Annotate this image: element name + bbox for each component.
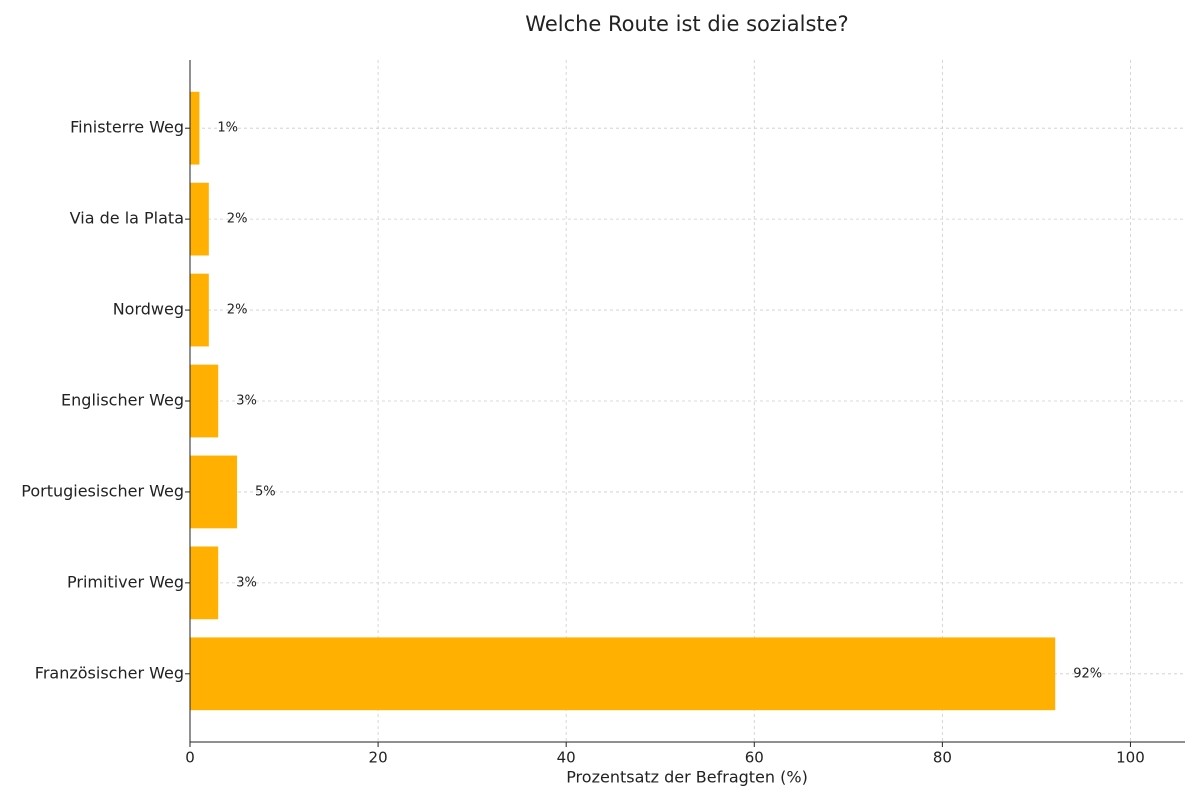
- chart-title: Welche Route ist die sozialste?: [525, 12, 848, 36]
- x-tick-label: 80: [933, 749, 952, 767]
- y-tick-label: Portugiesischer Weg: [21, 481, 184, 500]
- x-tick-label: 20: [369, 749, 388, 767]
- bar: [190, 546, 219, 620]
- y-tick-label: Primitiver Weg: [67, 572, 184, 591]
- value-label: 92%: [1073, 666, 1102, 681]
- bar: [190, 364, 219, 438]
- bar: [190, 182, 209, 256]
- y-tick-label: Via de la Plata: [70, 209, 184, 228]
- y-tick-label: Nordweg: [113, 300, 184, 319]
- value-label: 2%: [227, 303, 248, 318]
- value-label: 3%: [236, 394, 257, 409]
- y-tick-label: Englischer Weg: [61, 391, 184, 410]
- bar: [190, 637, 1056, 711]
- x-tick-label: 40: [557, 749, 576, 767]
- x-tick-label: 100: [1116, 749, 1145, 767]
- value-label: 3%: [236, 575, 257, 590]
- value-label: 5%: [255, 484, 276, 499]
- x-tick-label: 0: [185, 749, 195, 767]
- value-label: 1%: [217, 121, 238, 136]
- x-axis-label: Prozentsatz der Befragten (%): [566, 768, 808, 787]
- bar: [190, 91, 200, 165]
- value-label: 2%: [227, 212, 248, 227]
- bar: [190, 455, 238, 529]
- x-tick-label: 60: [745, 749, 764, 767]
- y-tick-label: Finisterre Weg: [70, 118, 184, 137]
- bar: [190, 273, 209, 347]
- y-tick-label: Französischer Weg: [35, 663, 184, 682]
